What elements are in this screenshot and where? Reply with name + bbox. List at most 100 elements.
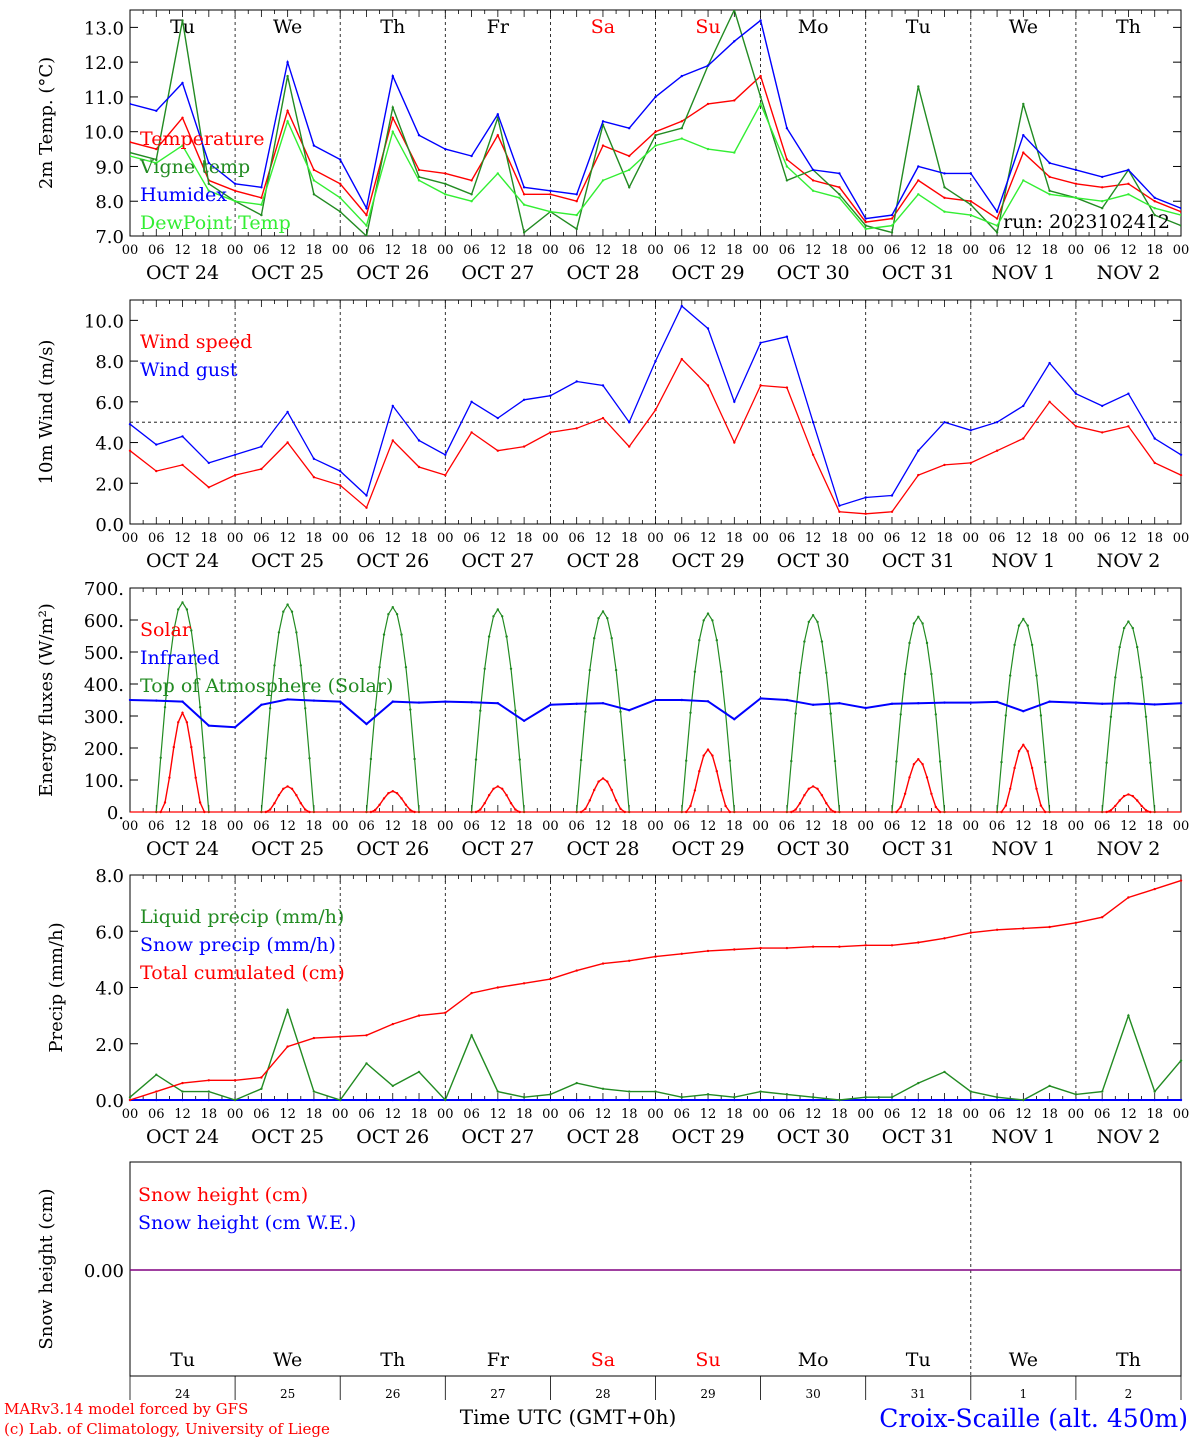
- series-total-point: [444, 1011, 447, 1014]
- series-toa-day-point: [518, 758, 521, 761]
- series-liquid-point: [444, 1098, 447, 1102]
- series-toa-day-point: [163, 706, 167, 709]
- series-solar-day-point: [934, 805, 937, 809]
- hour-tick-label: 00: [437, 819, 454, 834]
- series-solar-day-point: [487, 794, 491, 797]
- series-solar-day-point: [181, 711, 184, 714]
- hour-tick-label: 12: [805, 531, 822, 546]
- series-toa-day-point: [895, 760, 898, 763]
- series-temperature-point: [995, 217, 999, 220]
- series-liquid-point: [181, 1090, 184, 1093]
- series-liquid-point: [470, 1034, 473, 1037]
- series-total-point: [522, 982, 526, 985]
- series-infrared-point: [1022, 710, 1025, 713]
- series-toa-day-point: [409, 708, 412, 711]
- series-toa-day-point: [387, 613, 390, 616]
- hour-tick-label: 18: [516, 819, 533, 834]
- hour-tick-label: 00: [752, 819, 769, 834]
- hour-tick-label: 00: [647, 819, 664, 834]
- series-total-point: [1153, 887, 1156, 891]
- series-snow-point: [1048, 1098, 1051, 1102]
- series-total-point: [995, 928, 999, 931]
- series-toa-day-point: [698, 639, 701, 642]
- y-tick-label: 600.: [84, 611, 124, 632]
- date-label: OCT 25: [251, 838, 324, 860]
- series-solar-day-point: [1127, 793, 1130, 796]
- series-toa-day-point: [803, 640, 806, 643]
- hour-tick-label: 00: [227, 1107, 244, 1122]
- series-wind-speed-point: [391, 439, 394, 442]
- hour-tick-label: 00: [857, 531, 874, 546]
- series-toa-day-point: [181, 601, 184, 604]
- legend-entry: Snow precip (mm/h): [140, 934, 336, 956]
- series-dewpoint-temp-point: [1022, 179, 1025, 182]
- series-solar-day-point: [614, 799, 618, 802]
- series-solar-day: [685, 748, 731, 813]
- series-humidex-point: [1127, 168, 1130, 172]
- series-wind-gust-point: [365, 494, 368, 497]
- hour-tick-label: 18: [936, 819, 953, 834]
- series-humidex-point: [181, 81, 184, 85]
- series-toa-day-point: [509, 667, 513, 670]
- hour-tick-label: 00: [227, 243, 244, 258]
- series-wind-gust-point: [286, 410, 289, 414]
- y-tick-label: 7.0: [95, 227, 124, 248]
- series-dewpoint-temp-point: [1153, 207, 1156, 210]
- series-temperature-point: [1153, 200, 1156, 203]
- series-solar-day-point: [177, 721, 180, 724]
- series-toa-day-point: [833, 759, 837, 763]
- series-snow-point: [1179, 1098, 1183, 1102]
- series-solar-day-point: [299, 802, 302, 805]
- hour-tick-label: 12: [595, 1107, 612, 1122]
- series-snow-point: [1127, 1098, 1130, 1102]
- hour-tick-label: 18: [306, 1107, 323, 1122]
- y-tick-label: 9.0: [95, 157, 124, 178]
- series-vigne-temp-point: [1153, 213, 1156, 217]
- weekday-label: Su: [695, 1349, 720, 1371]
- date-label: OCT 24: [146, 550, 219, 572]
- hour-tick-label: 18: [306, 531, 323, 546]
- series-toa-day-point: [514, 709, 517, 712]
- series-vigne-temp-point: [339, 210, 342, 213]
- series-wind-speed-point: [890, 510, 894, 513]
- series-solar-day-point: [597, 780, 600, 783]
- series-vigne-temp-point: [969, 203, 972, 206]
- series-snow-point: [864, 1098, 867, 1102]
- series-solar-day-point: [1039, 804, 1043, 807]
- series-solar-day-point: [903, 792, 907, 795]
- date-label: OCT 29: [672, 1126, 745, 1148]
- series-solar-day-point: [1035, 787, 1038, 790]
- series-wind-gust-point: [207, 461, 210, 465]
- series-toa-day-point: [798, 671, 802, 674]
- credit-line-1: MARv3.14 model forced by GFS: [4, 1400, 249, 1418]
- hour-tick-label: 00: [963, 243, 980, 258]
- date-label: NOV 2: [1097, 1126, 1161, 1148]
- hour-tick-label: 06: [463, 531, 480, 546]
- series-solar-day-point: [1022, 743, 1025, 746]
- date-label: OCT 31: [882, 838, 955, 860]
- series-infrared-point: [759, 697, 762, 700]
- y-tick-label: 0.0: [95, 515, 124, 536]
- hour-tick-label: 06: [568, 243, 585, 258]
- series-liquid-point: [391, 1084, 394, 1088]
- series-toa-day-point: [584, 710, 587, 713]
- hour-tick-label: 06: [358, 243, 375, 258]
- hour-tick-label: 18: [516, 1107, 533, 1122]
- series-wind-speed-point: [444, 473, 447, 477]
- series-solar-day-point: [921, 763, 924, 766]
- hour-tick-label: 18: [1041, 819, 1058, 834]
- hour-tick-label: 12: [595, 531, 612, 546]
- series-liquid-point: [811, 1096, 815, 1099]
- date-label: OCT 27: [461, 262, 534, 284]
- series-liquid-point: [128, 1096, 132, 1099]
- series-liquid-point: [1179, 1059, 1183, 1062]
- series-total-point: [785, 946, 789, 950]
- legend-entry: Solar: [140, 619, 192, 641]
- series-wind-gust-point: [549, 394, 552, 397]
- series-wind-gust-point: [1101, 404, 1104, 408]
- hour-tick-label: 12: [174, 531, 191, 546]
- series-toa-day-point: [277, 631, 281, 634]
- series-toa-day-point: [685, 759, 688, 762]
- series-vigne-temp-point: [785, 179, 789, 182]
- hour-tick-label: 06: [989, 531, 1006, 546]
